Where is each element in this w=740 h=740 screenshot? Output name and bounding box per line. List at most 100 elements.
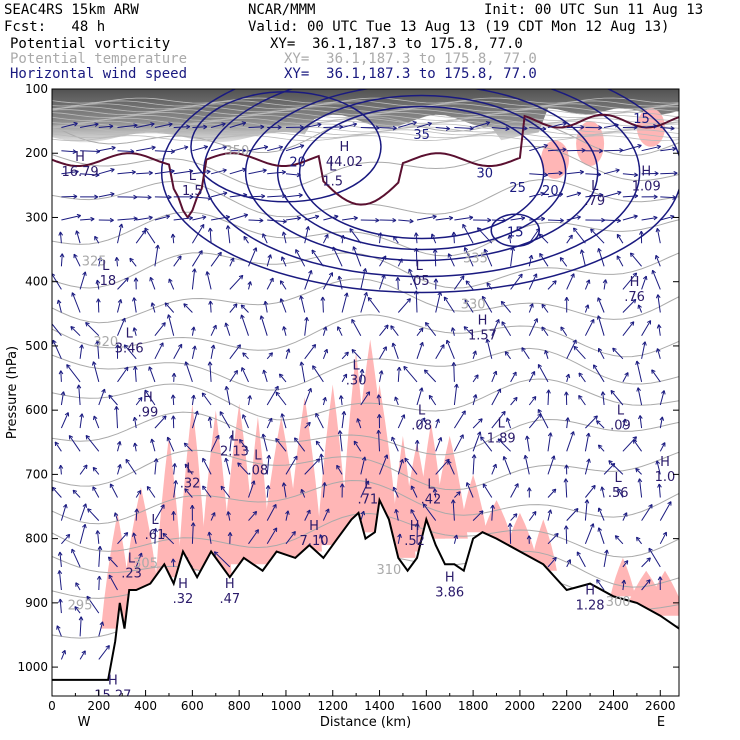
wind-vector (537, 364, 549, 383)
wind-vector-head (543, 143, 548, 149)
wind-vector (639, 478, 643, 498)
wind-vector (622, 560, 629, 568)
wind-vector-head (419, 327, 424, 333)
wind-vector (638, 304, 643, 313)
wind-vector (416, 122, 432, 128)
x-tick-label: 1400 (364, 699, 395, 713)
wind-vector (585, 485, 596, 498)
wind-vector (434, 488, 437, 498)
x-tick-label: 1800 (458, 699, 489, 713)
wind-vector (484, 249, 493, 267)
extremum-value: .18 (95, 274, 116, 289)
wind-vector-head (58, 370, 64, 375)
wind-vector (378, 430, 380, 452)
wind-vector-head (481, 295, 487, 301)
y-tick-label: 100 (25, 82, 48, 96)
wind-vector (80, 150, 100, 152)
wind-vector-head (510, 246, 515, 251)
wind-vector-head (299, 144, 305, 149)
wind-vector-head (138, 552, 143, 558)
wind-vector-head (623, 560, 629, 565)
x-tick-label: 400 (134, 699, 157, 713)
wind-vector (486, 338, 493, 359)
wind-vector (98, 257, 102, 267)
wind-vector-head (72, 489, 78, 495)
wind-vector-head (159, 342, 164, 347)
wind-vector-head (108, 394, 113, 400)
wind-vector (379, 274, 385, 290)
wind-vector-head (521, 347, 526, 352)
wind-vector-head (513, 513, 518, 518)
wind-vector (266, 527, 278, 545)
wind-vector (210, 169, 227, 175)
wind-vector (341, 351, 349, 360)
wind-vector (465, 280, 474, 290)
wind-vector-head (454, 383, 459, 388)
wind-vector-head (171, 372, 177, 378)
wind-vector-head (92, 466, 98, 472)
wind-label: 35 (413, 128, 430, 143)
wind-vector-head (413, 290, 419, 295)
wind-vector (352, 246, 362, 267)
extremum-symbol: L (591, 179, 599, 194)
wind-vector (71, 292, 81, 313)
wind-vector-head (392, 217, 397, 223)
extremum-value: 1.09 (632, 180, 661, 195)
wind-vector-head (150, 438, 155, 444)
wind-vector-head (632, 436, 637, 441)
wind-vector-head (443, 296, 449, 302)
wind-vector-head (191, 268, 197, 273)
wind-vector (603, 169, 620, 175)
wind-vector-head (505, 126, 510, 132)
wind-vector-head (85, 434, 90, 440)
wind-vector-head (412, 120, 417, 126)
wind-vector (547, 533, 559, 545)
wind-vector-head (540, 191, 545, 197)
wind-vector-head (58, 231, 64, 236)
wind-vector-head (75, 582, 80, 587)
wind-vector (213, 551, 231, 568)
wind-vector (210, 512, 216, 521)
wind-vector-head (463, 247, 469, 252)
wind-vector (173, 480, 177, 498)
wind-vector (85, 322, 100, 337)
extremum-symbol: H (75, 150, 85, 165)
wind-vector-head (97, 545, 103, 551)
wind-vector (416, 417, 426, 429)
wind-vector (472, 121, 490, 128)
wind-vector (248, 480, 255, 498)
wind-vector (528, 371, 536, 383)
wind-vector (322, 296, 324, 313)
wind-vector-head (428, 394, 434, 400)
wind-vector-head (202, 215, 207, 220)
wind-vector-head (73, 121, 78, 127)
wind-vector-head (242, 167, 247, 173)
wind-vector-head (298, 193, 303, 198)
wind-vector (191, 395, 195, 406)
wind-vector (491, 219, 507, 222)
wind-vector-head (312, 365, 317, 370)
wind-vector (202, 457, 212, 475)
wind-vector (192, 126, 207, 128)
wind-vector (403, 366, 418, 383)
wind-vector (491, 370, 497, 383)
wind-vector (351, 319, 362, 336)
wind-vector-head (655, 227, 661, 233)
wind-vector-head (337, 326, 342, 331)
wind-vector-head (608, 460, 613, 465)
wind-vector (97, 298, 100, 313)
wind-vector (248, 219, 264, 222)
wind-vector (85, 435, 100, 452)
wind-vector-head (487, 217, 492, 223)
wind-vector (93, 415, 100, 429)
wind-vector (491, 411, 506, 429)
wind-vector (622, 215, 638, 221)
wind-vector-head (450, 499, 456, 504)
wind-vector-head (306, 421, 311, 427)
wind-vector-head (612, 347, 617, 353)
wind-vector (60, 504, 67, 521)
wind-vector-head (526, 487, 532, 492)
wind-vector (398, 219, 414, 222)
wind-vector-head (651, 269, 656, 275)
wind-vector-head (384, 324, 389, 330)
